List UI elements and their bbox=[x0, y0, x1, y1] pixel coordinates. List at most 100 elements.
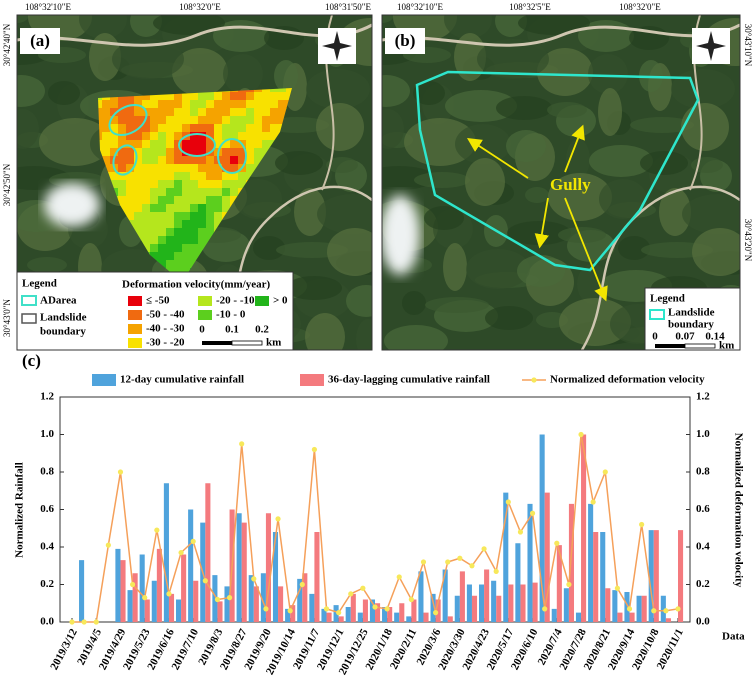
y-tick-label: 1.0 bbox=[696, 428, 710, 440]
terrain-patch bbox=[455, 124, 511, 164]
heatmap-cell bbox=[206, 204, 214, 212]
heatmap-cell bbox=[142, 196, 150, 204]
terrain-patch bbox=[275, 151, 323, 175]
heatmap-cell bbox=[98, 132, 102, 140]
heatmap-cell bbox=[174, 236, 182, 244]
adarea bbox=[178, 133, 216, 157]
heatmap-cell bbox=[150, 124, 158, 132]
bar bbox=[369, 599, 375, 622]
line-marker bbox=[408, 596, 414, 603]
legend-swatch bbox=[92, 374, 116, 386]
line-marker bbox=[239, 441, 245, 447]
heatmap-cell bbox=[142, 164, 150, 172]
terrain-patch bbox=[566, 139, 590, 179]
terrain-patch bbox=[681, 103, 729, 151]
heatmap-cell bbox=[278, 108, 286, 116]
label-box bbox=[20, 28, 60, 54]
bar bbox=[629, 612, 635, 622]
terrain-patch bbox=[356, 319, 372, 350]
bar bbox=[471, 595, 478, 622]
legend-label: > 0 bbox=[273, 295, 288, 307]
terrain-patch bbox=[112, 39, 184, 79]
heatmap-cell bbox=[126, 100, 134, 108]
bar bbox=[79, 560, 85, 622]
line-marker bbox=[542, 606, 548, 612]
legend-swatch bbox=[198, 296, 212, 306]
heatmap-cell bbox=[142, 156, 150, 164]
heatmap-cell bbox=[98, 140, 102, 148]
bar bbox=[539, 434, 545, 622]
bar bbox=[520, 584, 526, 622]
heatmap-cell bbox=[110, 100, 118, 108]
heatmap-cell bbox=[238, 108, 246, 116]
bar bbox=[290, 605, 296, 622]
heatmap-cell bbox=[198, 188, 206, 196]
heatmap-cell bbox=[126, 180, 134, 188]
terrain-patch bbox=[253, 236, 285, 260]
heatmap-cell bbox=[230, 132, 238, 140]
heatmap-cell bbox=[230, 172, 238, 180]
heatmap-cell bbox=[198, 172, 206, 180]
heatmap-cell bbox=[262, 148, 270, 156]
heatmap-cell bbox=[230, 140, 238, 148]
heatmap-cell bbox=[166, 228, 174, 236]
heatmap-cell bbox=[102, 148, 110, 156]
heatmap-cell bbox=[230, 148, 238, 156]
heatmap-cell bbox=[182, 172, 190, 180]
heatmap-cell bbox=[110, 140, 118, 148]
heatmap-cell bbox=[230, 188, 238, 196]
heatmap-cell bbox=[134, 108, 142, 116]
heatmap-cell bbox=[174, 196, 182, 204]
heatmap-cell bbox=[150, 228, 158, 236]
heatmap-cell bbox=[206, 116, 214, 124]
heatmap-cell bbox=[214, 140, 222, 148]
heatmap-cell bbox=[190, 196, 198, 204]
heatmap-cell bbox=[238, 116, 246, 124]
coord-label: 108°31'50"E bbox=[325, 2, 371, 12]
heatmap-cell bbox=[198, 116, 206, 124]
heatmap-cell bbox=[158, 148, 166, 156]
heatmap-cell bbox=[198, 164, 206, 172]
terrain-patch bbox=[27, 257, 67, 273]
bar bbox=[459, 571, 465, 622]
satellite-image-b bbox=[382, 15, 740, 350]
y-tick-label: 0.2 bbox=[696, 578, 710, 590]
line-marker bbox=[554, 540, 560, 546]
heatmap-cell bbox=[142, 244, 150, 252]
heatmap-cell bbox=[254, 116, 262, 124]
terrain-patch bbox=[589, 145, 653, 177]
bar bbox=[544, 492, 550, 622]
heatmap-cell bbox=[150, 252, 158, 260]
bar bbox=[478, 584, 485, 622]
adarea bbox=[108, 103, 148, 137]
heatmap-cell bbox=[190, 180, 198, 188]
legend-a: Legend ADarea Landslide boundary Deforma… bbox=[16, 271, 294, 351]
heatmap-cell bbox=[182, 92, 190, 100]
heatmap-cell bbox=[246, 100, 254, 108]
heatmap-cell bbox=[158, 204, 166, 212]
heatmap-cell bbox=[214, 220, 222, 228]
panel-label: (c) bbox=[22, 351, 41, 370]
heatmap-cell bbox=[134, 140, 142, 148]
heatmap-cell bbox=[270, 124, 278, 132]
heatmap-cell bbox=[98, 100, 102, 108]
terrain-patch bbox=[517, 255, 565, 287]
heatmap-cell bbox=[214, 108, 222, 116]
heatmap-cell bbox=[206, 196, 214, 204]
bar bbox=[678, 530, 684, 622]
heatmap-cell bbox=[182, 156, 190, 164]
terrain-patch bbox=[525, 187, 549, 203]
line-marker bbox=[396, 574, 402, 580]
line-marker bbox=[263, 606, 269, 612]
heatmap-cell bbox=[222, 156, 230, 164]
line-marker bbox=[251, 576, 257, 582]
legend-label: Landslide bbox=[668, 307, 715, 319]
heatmap-cell bbox=[158, 156, 166, 164]
heatmap-cell bbox=[166, 220, 174, 228]
heatmap-cell bbox=[190, 100, 198, 108]
heatmap-cell bbox=[238, 132, 246, 140]
line-marker bbox=[505, 499, 511, 505]
bar bbox=[156, 548, 162, 622]
heatmap-cell bbox=[174, 204, 182, 212]
legend-label: -20 - -10 bbox=[216, 295, 255, 307]
